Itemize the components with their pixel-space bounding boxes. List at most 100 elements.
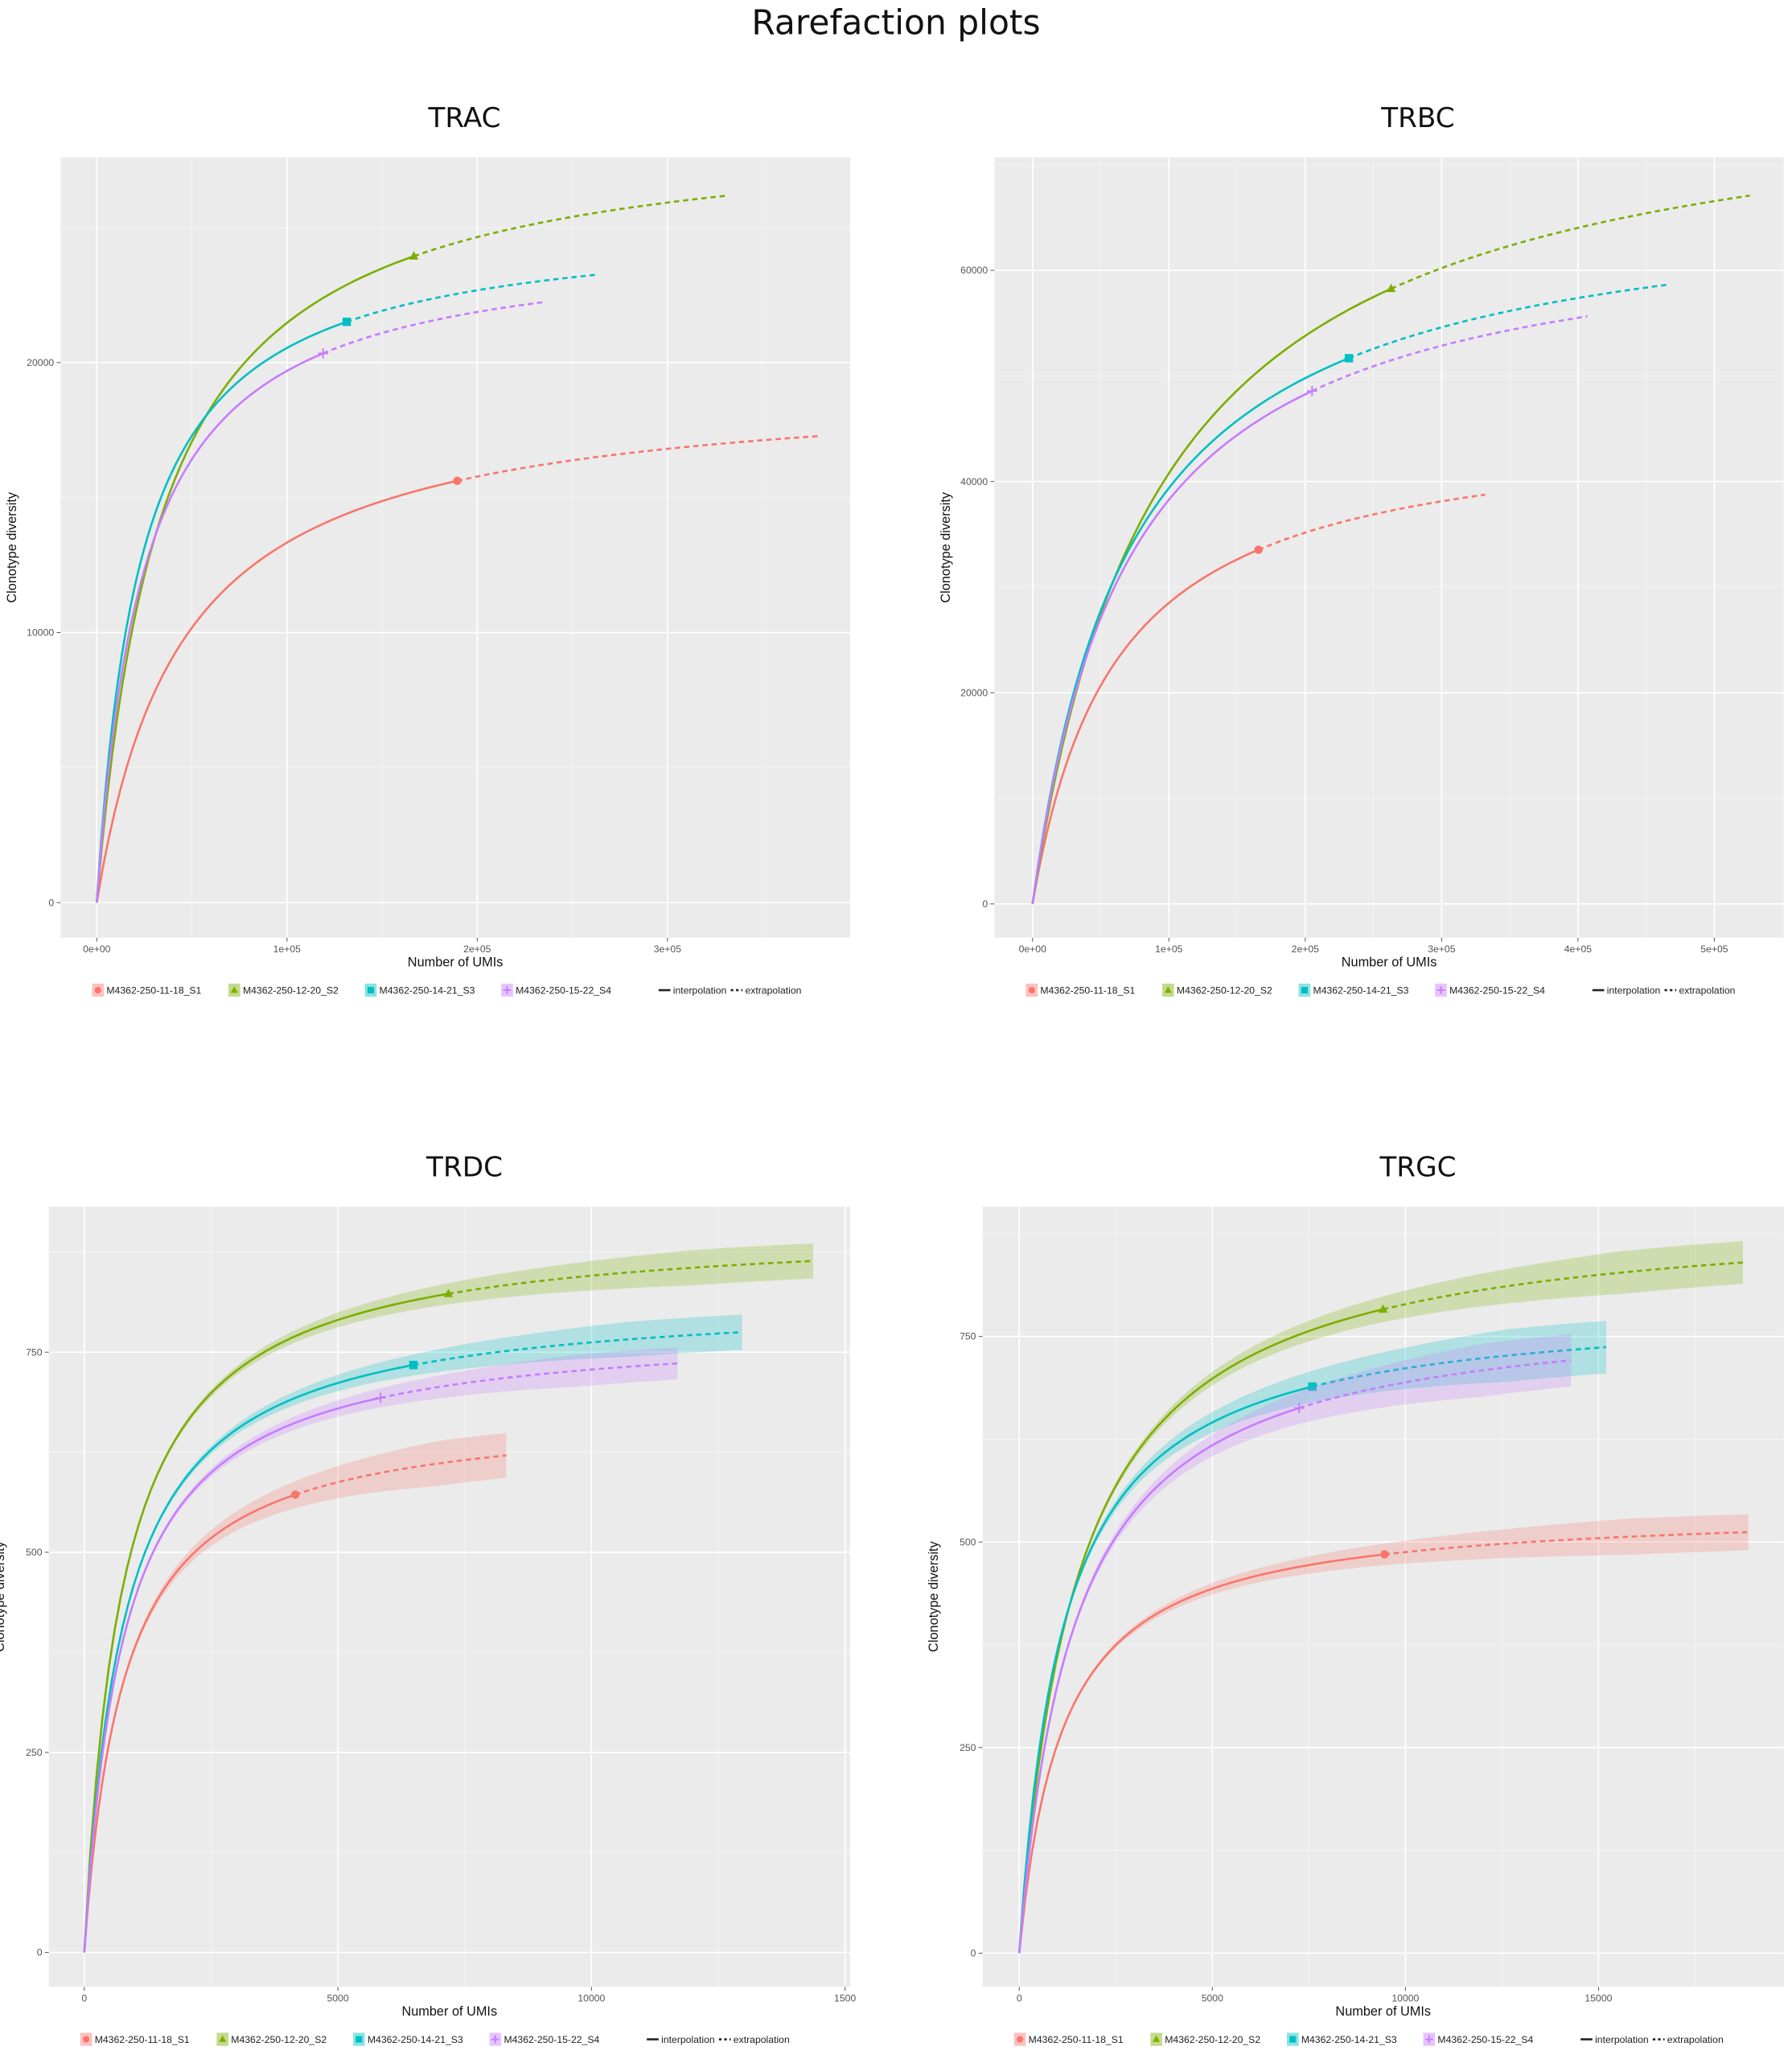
legend-label: M4362-250-14-21_S3: [1301, 2034, 1397, 2045]
plot-panel: [982, 1206, 1784, 1987]
legend: M4362-250-11-18_S1 M4362-250-12-20_S2 M436…: [1013, 2032, 1724, 2046]
legend-marker: [230, 986, 238, 993]
x-tick-label: 1500: [834, 1992, 856, 2004]
series-s3: [1017, 1321, 1607, 1954]
observed-point: [375, 1392, 386, 1403]
observed-point: [1344, 354, 1354, 363]
extrapolation-line: [413, 1331, 742, 1367]
panel-title: TRGC: [1379, 1152, 1456, 1184]
interpolation-line: [1017, 1385, 1313, 1954]
panel-title: TRDC: [425, 1152, 503, 1184]
y-tick-label: 0: [37, 1947, 43, 1958]
interpolation-line: [83, 1396, 381, 1953]
x-tick-label: 2e+05: [463, 943, 491, 955]
y-tick-label: 500: [960, 1536, 976, 1547]
series-s2: [1017, 1241, 1744, 1954]
extrapolation-line: [1298, 1358, 1572, 1409]
extrapolation-line: [323, 301, 545, 355]
interpolation-line: [1017, 1407, 1300, 1954]
y-tick-label: 40000: [960, 476, 988, 487]
y-tick-label: 0: [971, 1947, 976, 1958]
extrapolation-line: [294, 1454, 507, 1496]
legend-marker: [1017, 2036, 1024, 2043]
legend-label: M4362-250-11-18_S1: [1040, 984, 1135, 996]
y-tick-label: 250: [26, 1747, 43, 1758]
legend-interpolation: interpolation: [661, 2034, 715, 2045]
x-tick-label: 5000: [1202, 1992, 1223, 2004]
legend-label: M4362-250-15-22_S4: [1449, 984, 1545, 996]
series-s1: [1017, 1514, 1749, 1954]
interpolation-line: [1031, 549, 1260, 905]
legend-extrapolation: extrapolation: [1667, 2034, 1724, 2045]
panel-trbc: TRBC 0e+00 1e+05 2e+05 3e+05 4e+05 5e+05 0 20000…: [939, 102, 1784, 997]
plot-panel: [994, 157, 1784, 938]
legend-marker: [1028, 987, 1035, 994]
series-s4: [83, 1347, 678, 1953]
legend-label: M4362-250-11-18_S1: [1029, 2034, 1124, 2045]
interpolation-line: [1017, 1308, 1383, 1954]
y-tick-label: 250: [960, 1742, 976, 1753]
observed-point: [409, 1360, 418, 1370]
legend-label: M4362-250-15-22_S4: [1437, 2034, 1533, 2045]
x-tick-label: 3e+05: [1428, 943, 1456, 955]
extrapolation-line: [1391, 194, 1750, 290]
observed-point: [290, 1490, 300, 1499]
legend-marker: [1153, 2035, 1161, 2042]
interpolation-line: [1017, 1553, 1385, 1954]
legend: M4362-250-11-18_S1 M4362-250-12-20_S2 M436…: [1025, 983, 1735, 997]
x-tick-label: 1e+05: [1155, 943, 1183, 955]
confidence-band: [84, 1432, 507, 1953]
legend-marker: [83, 2036, 90, 2043]
legend-label: M4362-250-14-21_S3: [368, 2034, 463, 2045]
legend: M4362-250-11-18_S1 M4362-250-12-20_S2 M436…: [92, 983, 801, 997]
legend-marker: [491, 2035, 499, 2044]
series-s1: [83, 1432, 507, 1953]
x-axis-label: Number of UMIs: [1342, 956, 1437, 970]
observed-point: [453, 476, 462, 486]
observed-point: [1294, 1403, 1305, 1413]
x-tick-label: 0: [1017, 1992, 1022, 2004]
y-tick-label: 20000: [960, 687, 988, 698]
panel-title: TRBC: [1380, 102, 1455, 134]
series-s3: [83, 1314, 742, 1953]
series-s4: [95, 301, 545, 903]
legend-marker: [503, 986, 512, 994]
legend-marker: [1289, 2036, 1297, 2043]
extrapolation-line: [380, 1362, 678, 1399]
x-tick-label: 3e+05: [654, 943, 682, 955]
legend-label: M4362-250-15-22_S4: [516, 984, 611, 996]
x-tick-label: 4e+05: [1564, 943, 1593, 955]
legend-interpolation: interpolation: [1595, 2034, 1649, 2045]
x-tick-label: 1e+05: [273, 943, 302, 955]
legend-label: M4362-250-11-18_S1: [95, 2034, 190, 2045]
extrapolation-line: [1312, 1346, 1607, 1388]
y-axis-label: Clonotype diversity: [939, 491, 953, 603]
observed-point: [443, 1288, 454, 1297]
series-s4: [1031, 314, 1588, 905]
y-tick-label: 0: [48, 897, 54, 908]
legend-label: M4362-250-12-20_S2: [243, 984, 339, 996]
x-tick-label: 10000: [577, 1992, 605, 2004]
y-tick-label: 750: [960, 1331, 976, 1342]
legend-marker: [219, 2035, 227, 2042]
legend-label: M4362-250-15-22_S4: [503, 2034, 599, 2045]
legend-label: M4362-250-12-20_S2: [1165, 2034, 1260, 2045]
series-s1: [95, 434, 818, 903]
interpolation-line: [83, 1363, 414, 1953]
series-s2: [83, 1243, 813, 1953]
legend-extrapolation: extrapolation: [1679, 984, 1735, 996]
extrapolation-line: [346, 273, 598, 323]
extrapolation-line: [1384, 1531, 1749, 1556]
legend-extrapolation: extrapolation: [745, 984, 801, 996]
extrapolation-line: [413, 195, 727, 257]
x-tick-label: 0e+00: [1019, 943, 1047, 955]
interpolation-line: [95, 352, 324, 903]
confidence-band: [1019, 1334, 1572, 1954]
series-s1: [1031, 493, 1486, 905]
legend-marker: [94, 987, 101, 994]
extrapolation-line: [1383, 1261, 1744, 1311]
legend-marker: [1424, 2035, 1433, 2044]
